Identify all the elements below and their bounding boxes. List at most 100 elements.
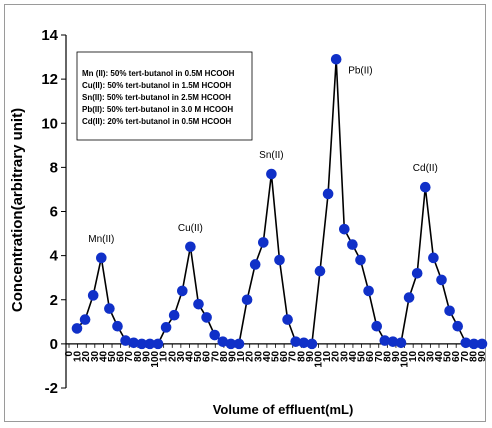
data-point	[363, 285, 374, 297]
data-point	[152, 338, 164, 350]
data-point	[298, 337, 310, 349]
legend-entry: Mn (II): 50% tert-butanol in 0.5M HCOOH	[82, 69, 235, 78]
x-tick-label: 30	[90, 350, 101, 362]
series-concentration	[71, 53, 488, 350]
x-tick-label: 20	[245, 350, 256, 362]
x-tick-label: 80	[219, 350, 230, 362]
data-point	[120, 335, 131, 346]
data-point	[371, 320, 383, 332]
x-tick-label: 20	[167, 350, 178, 362]
x-tick-label: 40	[184, 350, 195, 362]
x-tick-label: 30	[253, 350, 264, 362]
data-point	[403, 292, 415, 303]
x-tick-label: 50	[271, 350, 282, 362]
legend-entry: Pb(II): 50% tert-butanol in 3.0 M HCOOH	[82, 105, 233, 114]
x-tick-label: 90	[227, 350, 238, 362]
data-point	[266, 168, 277, 180]
x-tick-label: 30	[425, 350, 436, 362]
x-tick-label: 10	[73, 350, 84, 362]
data-point	[185, 241, 196, 253]
x-tick-label: 80	[468, 350, 479, 362]
x-axis-ticks: 0102030405060708090100102030405060708090…	[64, 343, 488, 368]
x-tick-label: 70	[210, 350, 221, 362]
data-point	[136, 338, 148, 350]
data-point	[249, 259, 261, 270]
data-point	[241, 294, 253, 306]
x-tick-label: 60	[279, 350, 290, 362]
y-axis-ticks: -2 0 2 4 6 8 10 12 14	[41, 27, 66, 397]
data-point	[339, 223, 350, 235]
x-tick-label: 90	[391, 350, 402, 362]
data-point	[436, 274, 447, 286]
data-point	[387, 336, 399, 347]
legend-entry: Sn(II): 50% tert-butanol in 2.5M HCOOH	[82, 93, 231, 102]
x-tick-label: 70	[288, 350, 299, 362]
x-tick-label: 70	[374, 350, 385, 362]
x-tick-label: 40	[262, 350, 273, 362]
y-tick-label: 2	[50, 292, 58, 309]
x-tick-label: 40	[98, 350, 109, 362]
x-tick-label: 10	[236, 350, 247, 362]
x-tick-label: 70	[124, 350, 135, 362]
x-tick-label: 90	[305, 350, 316, 362]
x-tick-label: 90	[141, 350, 152, 362]
x-tick-label: 100	[314, 350, 325, 367]
data-point	[112, 320, 123, 332]
data-point	[96, 252, 107, 264]
data-point	[379, 335, 391, 346]
data-point	[168, 309, 180, 321]
data-point	[428, 252, 439, 264]
x-tick-label: 60	[365, 350, 376, 362]
data-point	[395, 337, 407, 349]
data-point	[201, 312, 212, 323]
x-tick-label: 30	[176, 350, 187, 362]
data-point	[452, 320, 464, 332]
data-point	[104, 303, 115, 314]
data-point	[290, 336, 302, 347]
data-point	[411, 267, 423, 279]
data-point	[444, 305, 455, 317]
peak-label: Cd(II)	[413, 163, 438, 174]
x-tick-label: 70	[460, 350, 471, 362]
x-tick-label: 40	[348, 350, 359, 362]
x-tick-label: 80	[133, 350, 144, 362]
y-tick-label: 4	[50, 248, 59, 265]
peak-label: Sn(II)	[259, 150, 283, 161]
x-tick-label: 20	[81, 350, 92, 362]
x-tick-label: 50	[357, 350, 368, 362]
data-point	[177, 285, 188, 297]
data-point	[87, 290, 99, 301]
x-tick-label: 100	[400, 350, 411, 367]
legend: Mn (II): 50% tert-butanol in 0.5M HCOOH C…	[76, 51, 253, 141]
data-point	[355, 254, 366, 266]
data-point	[274, 254, 285, 266]
peak-label: Cu(II)	[178, 223, 203, 234]
data-point	[476, 338, 488, 350]
x-tick-label: 50	[443, 350, 454, 362]
peak-label: Mn(II)	[88, 234, 114, 245]
y-tick-label: 10	[41, 115, 58, 132]
x-tick-label: 50	[107, 350, 118, 362]
data-point	[71, 323, 83, 334]
x-tick-label: 80	[296, 350, 307, 362]
data-point	[79, 314, 91, 325]
x-tick-label: 60	[202, 350, 213, 362]
x-tick-label: 20	[417, 350, 428, 362]
x-tick-label: 40	[434, 350, 445, 362]
x-tick-label: 100	[150, 350, 161, 367]
data-point	[420, 181, 431, 193]
data-point	[217, 336, 229, 347]
x-tick-label: 10	[159, 350, 170, 362]
x-tick-label: 20	[331, 350, 342, 362]
x-tick-label: 60	[116, 350, 127, 362]
x-tick-label: 60	[451, 350, 462, 362]
x-tick-label: 10	[408, 350, 419, 362]
y-axis-title: Concentration(arbitrary unit)	[9, 108, 26, 312]
data-point	[347, 239, 358, 250]
y-tick-label: -2	[45, 380, 58, 397]
chart-frame	[4, 4, 486, 422]
data-point	[209, 329, 220, 341]
data-point	[258, 237, 269, 248]
data-point	[225, 338, 237, 350]
